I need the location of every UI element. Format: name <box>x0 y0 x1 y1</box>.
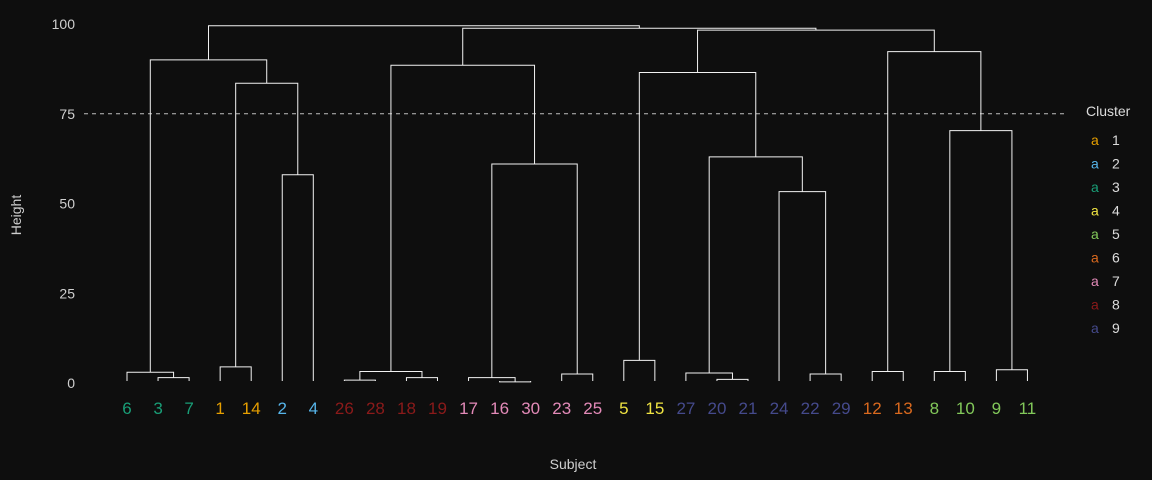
dendrogram-branches <box>126 25 1028 383</box>
legend-key-glyph: a <box>1091 297 1099 313</box>
legend-title: Cluster <box>1086 103 1131 119</box>
y-axis: 0 25 50 75 100 <box>52 16 76 391</box>
leaf-label: 2 <box>278 399 287 418</box>
leaf-label: 19 <box>428 399 447 418</box>
y-tick-label: 75 <box>59 106 75 122</box>
y-tick-label: 50 <box>59 196 75 212</box>
leaf-label: 5 <box>619 399 628 418</box>
leaf-label: 28 <box>366 399 385 418</box>
legend-key-glyph: a <box>1091 179 1099 195</box>
legend-key-glyph: a <box>1091 226 1099 242</box>
leaf-label: 14 <box>242 399 261 418</box>
leaf-label: 22 <box>801 399 820 418</box>
leaf-label: 26 <box>335 399 354 418</box>
leaf-label: 11 <box>1019 399 1037 418</box>
leaf-label: 1 <box>215 399 224 418</box>
leaf-label: 18 <box>397 399 416 418</box>
legend-item-label: 8 <box>1112 297 1120 313</box>
leaf-label: 30 <box>521 399 540 418</box>
legend-item-label: 4 <box>1112 203 1120 219</box>
legend-item-label: 1 <box>1112 132 1120 148</box>
leaf-label: 23 <box>552 399 571 418</box>
legend-item-label: 3 <box>1112 179 1120 195</box>
x-axis-title: Subject <box>550 456 597 472</box>
y-axis-title: Height <box>8 195 24 236</box>
legend-item-label: 7 <box>1112 273 1120 289</box>
legend-key-glyph: a <box>1091 320 1099 336</box>
legend-item-label: 2 <box>1112 156 1120 172</box>
leaf-label: 8 <box>930 399 939 418</box>
leaf-label: 16 <box>490 399 509 418</box>
leaf-label: 7 <box>184 399 193 418</box>
leaf-label: 27 <box>676 399 695 418</box>
legend-item-label: 6 <box>1112 250 1120 266</box>
dendrogram-branch <box>208 25 640 60</box>
legend: Cluster a 1a 2a 3a 4a 5a 6a 7a 8a 9 <box>1086 103 1131 336</box>
legend-key-glyph: a <box>1091 156 1099 172</box>
legend-item-label: 9 <box>1112 320 1120 336</box>
leaf-label: 21 <box>739 399 758 418</box>
legend-item-label: 5 <box>1112 226 1120 242</box>
leaf-labels: 6 3 7 1 14 2 4 26 28 18 19 17 16 30 23 25 5 15 27 20 21 24 22 2… <box>122 399 1036 418</box>
y-tick-label: 0 <box>67 375 75 391</box>
leaf-label: 20 <box>707 399 726 418</box>
leaf-label: 6 <box>122 399 131 418</box>
legend-key-glyph: a <box>1091 203 1099 219</box>
legend-key-glyph: a <box>1091 273 1099 289</box>
leaf-label: 15 <box>645 399 664 418</box>
leaf-label: 24 <box>770 399 789 418</box>
legend-key-glyph: a <box>1091 132 1099 148</box>
leaf-label: 29 <box>832 399 851 418</box>
leaf-label: 25 <box>583 399 602 418</box>
leaf-label: 9 <box>992 399 1001 418</box>
y-tick-label: 25 <box>59 285 75 301</box>
leaf-label: 13 <box>894 399 913 418</box>
y-tick-label: 100 <box>52 16 76 32</box>
leaf-label: 3 <box>153 399 162 418</box>
legend-key-glyph: a <box>1091 250 1099 266</box>
leaf-label: 4 <box>309 399 318 418</box>
leaf-label: 10 <box>956 399 975 418</box>
leaf-label: 12 <box>863 399 882 418</box>
leaf-label: 17 <box>459 399 478 418</box>
